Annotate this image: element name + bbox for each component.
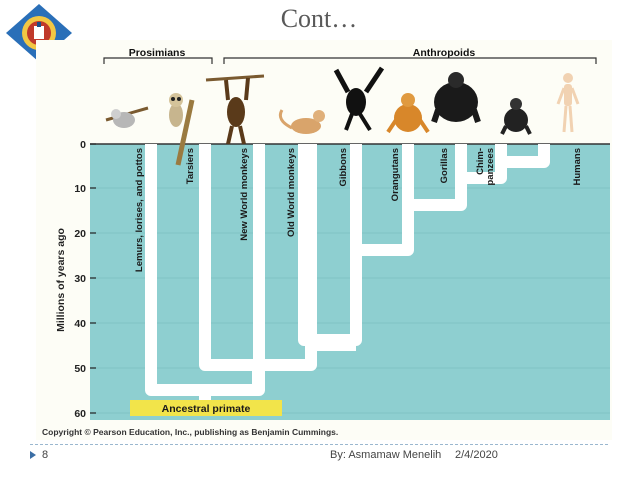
tick-label: 20 — [74, 228, 86, 240]
lemur-icon — [105, 106, 149, 128]
prosimians-label: Prosimians — [129, 47, 186, 59]
tick-label: 10 — [74, 183, 86, 195]
copyright-note: Copyright © Pearson Education, Inc., pub… — [42, 427, 339, 437]
taxon-label: Orangutans — [390, 148, 401, 201]
ancestral-primate-label: Ancestral primate — [162, 403, 251, 415]
taxon-label: Gibbons — [338, 148, 349, 187]
ancestral-primate-box — [130, 400, 282, 416]
bullet-icon — [30, 451, 36, 459]
tree-branches — [145, 144, 550, 400]
taxon-label: Humans — [572, 148, 583, 185]
author-footer: By: Asmamaw Menelih — [330, 449, 442, 461]
orangutan-icon — [386, 93, 430, 134]
taxon-label: Tarsiers — [185, 148, 196, 184]
anthropoids-bracket — [223, 57, 597, 64]
phylogeny-svg: 0 10 20 30 40 50 60 Millions of years ag… — [55, 47, 610, 420]
anthropoids-label: Anthropoids — [413, 47, 476, 59]
tick-label: 60 — [74, 408, 86, 420]
page-number: 8 — [42, 449, 49, 461]
taxon-label: Gorillas — [439, 148, 450, 183]
footer-divider — [30, 444, 608, 445]
taxon-label: panzees — [485, 148, 496, 186]
tick-label: 30 — [74, 273, 86, 285]
tick-label: 50 — [74, 363, 86, 375]
spider-monkey-icon — [205, 74, 265, 145]
prosimians-bracket — [103, 57, 213, 64]
primate-phylogeny-figure: 0 10 20 30 40 50 60 Millions of years ag… — [36, 40, 612, 440]
slide-title: Cont… — [280, 4, 358, 33]
old-world-monkey-icon — [278, 109, 325, 134]
taxon-label: Lemurs, lorises, and pottos — [134, 148, 145, 272]
gibbon-icon — [333, 66, 385, 132]
date-footer: 2/4/2020 — [455, 449, 498, 461]
taxon-label: New World monkeys — [239, 148, 250, 241]
tick-label: 40 — [74, 318, 86, 330]
taxon-label: Old World monkeys — [286, 148, 297, 237]
gorilla-icon — [431, 72, 481, 123]
human-icon — [556, 73, 580, 133]
axis-label: Millions of years ago — [55, 228, 67, 332]
tarsier-icon — [169, 93, 195, 166]
taxon-label: Chim- — [475, 148, 486, 175]
tick-label: 0 — [80, 139, 86, 151]
chimpanzee-icon — [500, 98, 532, 135]
